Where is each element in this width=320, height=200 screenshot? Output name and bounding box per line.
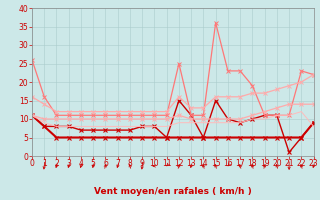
Text: Vent moyen/en rafales ( km/h ): Vent moyen/en rafales ( km/h ) bbox=[94, 187, 252, 196]
